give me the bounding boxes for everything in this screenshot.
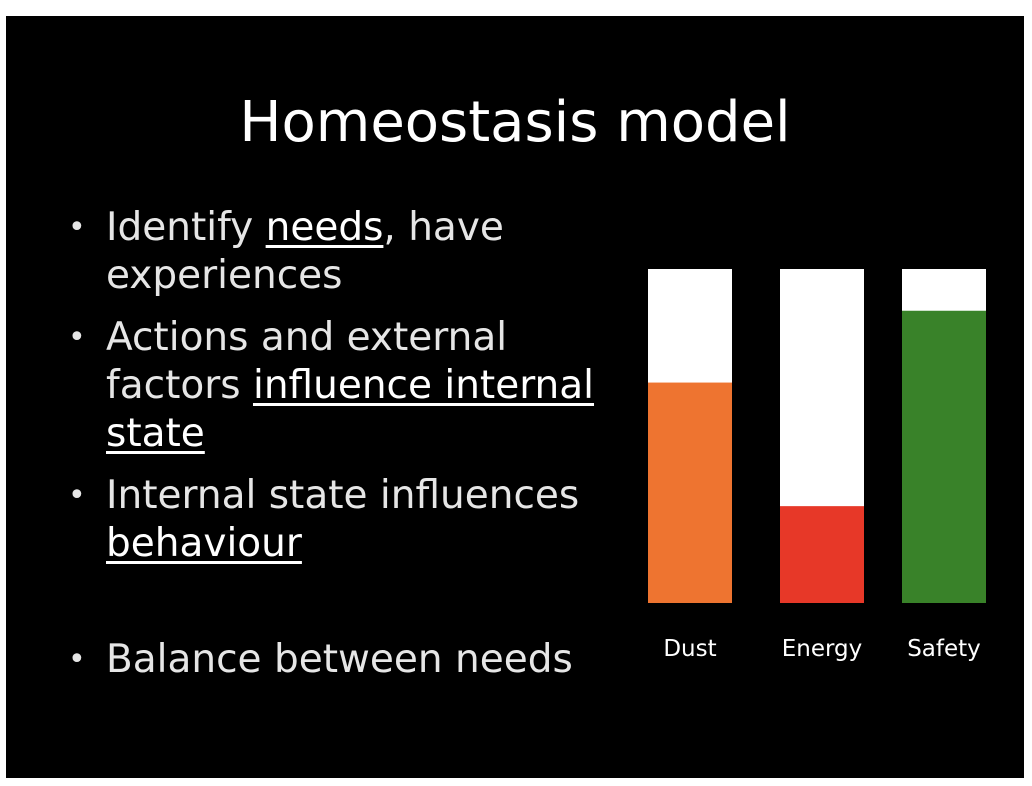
needs-bar-chart: [648, 269, 986, 603]
bullet-item: • Identify needs, have experiences: [62, 204, 622, 300]
bar-label-dust: Dust: [663, 636, 717, 662]
slide-title: Homeostasis model: [239, 90, 791, 155]
bullet-keyword: needs: [265, 205, 384, 250]
bullet-text-part: Internal state influences: [106, 473, 580, 518]
bullet-text-part: Actions and external factors: [106, 315, 508, 408]
bullet-text-part: Identify: [106, 205, 266, 250]
bullet-dot-icon: •: [68, 320, 86, 355]
bullet-keyword: behaviour: [106, 521, 302, 566]
bullet-dot-icon: •: [68, 642, 86, 677]
bullet-item: • Internal state influences behaviour: [62, 472, 622, 568]
bullet-item: • Actions and external factors influence …: [62, 314, 622, 458]
bullet-dot-icon: •: [68, 478, 86, 513]
bar-label-safety: Safety: [907, 636, 981, 662]
slide: Homeostasis model • Identify needs, have …: [6, 16, 1024, 778]
bullet-list: • Identify needs, have experiences • Actio…: [62, 204, 622, 684]
bar-label-energy: Energy: [781, 636, 863, 662]
bullet-text-part: , have experiences: [106, 205, 504, 298]
bullet-text: Internal state influences behaviour: [106, 473, 579, 566]
bar-fill-energy: [780, 506, 864, 603]
bar-fill-safety: [902, 310, 986, 603]
bullet-text: Balance between needs: [106, 637, 573, 682]
bullet-item: • Balance between needs: [62, 636, 622, 684]
bullet-text: Actions and external factors influence i…: [106, 315, 594, 456]
bar-fill-dust: [648, 382, 732, 603]
bullet-dot-icon: •: [68, 210, 86, 245]
bullet-text: Identify needs, have experiences: [106, 205, 504, 298]
bullet-keyword: influence internal state: [106, 363, 595, 456]
